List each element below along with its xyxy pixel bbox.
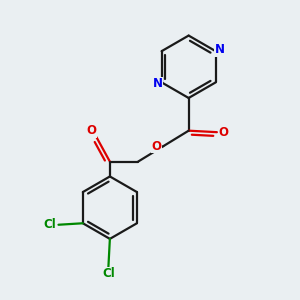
Text: Cl: Cl	[102, 267, 115, 280]
Text: O: O	[152, 140, 162, 153]
Text: Cl: Cl	[44, 218, 56, 231]
Text: O: O	[218, 126, 228, 139]
Text: N: N	[153, 77, 163, 90]
Text: N: N	[214, 43, 224, 56]
Text: O: O	[86, 124, 96, 137]
